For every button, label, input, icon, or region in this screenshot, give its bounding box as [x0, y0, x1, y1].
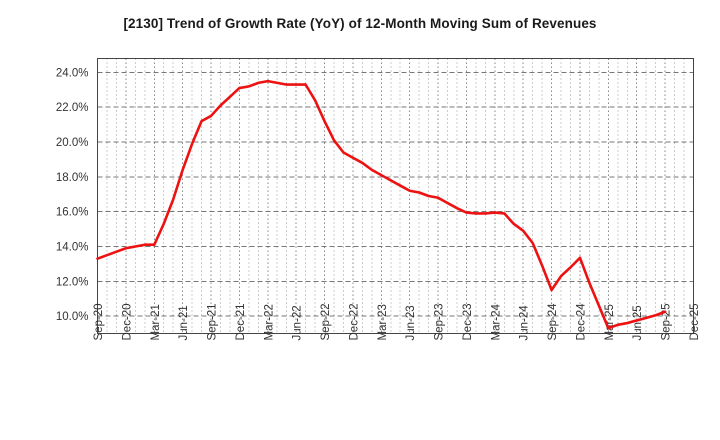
plot-border	[97, 58, 694, 334]
y-tick-label: 18.0%	[56, 172, 89, 184]
x-tick-label: Sep-24	[547, 303, 559, 341]
x-tick-label: Dec-25	[689, 303, 701, 340]
y-tick-label: 20.0%	[56, 137, 89, 149]
x-tick-label: Mar-23	[377, 304, 389, 340]
y-axis-labels: 10.0% 12.0% 14.0% 16.0% 18.0% 20.0% 22.0% 24.0%	[56, 67, 89, 323]
x-tick-label: Sep-23	[434, 303, 446, 340]
revenue-growth-line	[96, 79, 667, 330]
x-tick-label: Dec-21	[235, 303, 247, 340]
x-tick-label: Mar-21	[150, 304, 162, 340]
x-tick-label: Sep-20	[93, 303, 105, 340]
y-tick-label: 14.0%	[56, 241, 89, 253]
y-tick-label: 10.0%	[56, 311, 89, 323]
x-tick-label: Sep-25	[661, 303, 673, 340]
x-tick-label: Mar-22	[263, 304, 275, 340]
x-tick-label: Jun-25	[632, 305, 644, 340]
y-tick-label: 24.0%	[56, 67, 89, 79]
x-axis-labels: Sep-20 Dec-20 Mar-21 Jun-21 Sep-21 Dec-21 Mar-…	[93, 303, 701, 341]
x-tick-label: Jun-22	[292, 305, 304, 340]
chart-title: [2130] Trend of Growth Rate (YoY) of 12-…	[123, 16, 597, 31]
major-gridlines	[97, 58, 694, 334]
x-tick-label: Dec-20	[121, 303, 133, 340]
x-tick-label: Sep-21	[207, 303, 219, 340]
x-tick-label: Dec-22	[348, 303, 360, 340]
x-tick-label: Jun-23	[405, 305, 417, 340]
y-tick-label: 22.0%	[56, 102, 89, 114]
x-tick-label: Jun-21	[178, 305, 190, 340]
x-tick-label: Mar-25	[604, 304, 616, 340]
x-tick-label: Dec-24	[575, 303, 587, 341]
x-tick-label: Jun-24	[519, 305, 531, 341]
y-tick-label: 12.0%	[56, 276, 89, 288]
y-tick-label: 16.0%	[56, 207, 89, 219]
x-tick-label: Dec-23	[462, 303, 474, 340]
x-tick-label: Mar-24	[490, 303, 502, 340]
x-tick-label: Sep-22	[320, 303, 332, 340]
minor-gridlines	[106, 58, 685, 334]
